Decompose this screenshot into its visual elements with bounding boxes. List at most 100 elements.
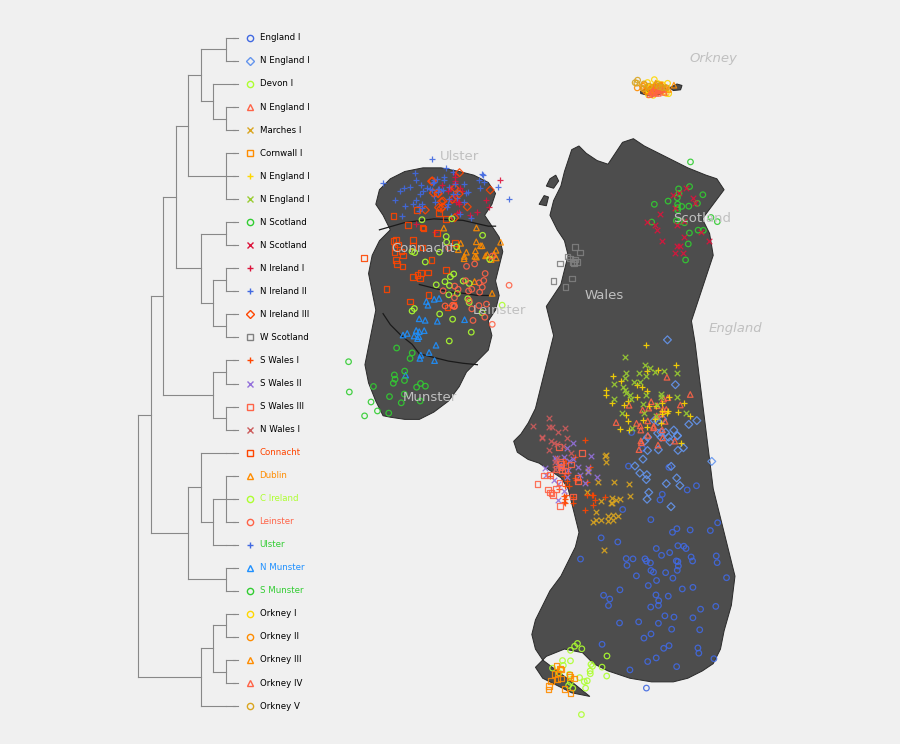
- Point: [387, 246, 401, 258]
- Point: [454, 208, 468, 219]
- Point: [621, 394, 635, 406]
- Text: N England I: N England I: [259, 103, 309, 112]
- Text: N England I: N England I: [259, 172, 309, 181]
- Point: [585, 661, 599, 673]
- Point: [673, 399, 688, 411]
- Point: [671, 405, 686, 417]
- Point: [583, 665, 598, 677]
- Point: [548, 457, 562, 469]
- Point: [671, 560, 686, 572]
- Point: [630, 74, 644, 86]
- Point: [679, 254, 693, 266]
- Point: [442, 182, 456, 193]
- Point: [464, 303, 479, 315]
- Point: [661, 195, 675, 207]
- Text: Orkney II: Orkney II: [259, 632, 299, 641]
- Point: [644, 86, 659, 98]
- Point: [619, 388, 634, 400]
- Point: [549, 483, 563, 495]
- Text: S Wales III: S Wales III: [259, 402, 303, 411]
- Point: [464, 212, 479, 224]
- Point: [537, 463, 552, 475]
- Point: [644, 396, 659, 408]
- Point: [447, 280, 462, 292]
- Point: [652, 82, 667, 94]
- Point: [580, 466, 595, 478]
- Point: [659, 426, 673, 438]
- Point: [641, 655, 655, 667]
- Text: N Scotland: N Scotland: [259, 218, 306, 227]
- Point: [482, 254, 497, 266]
- Point: [616, 400, 631, 411]
- Point: [485, 318, 500, 330]
- Point: [648, 80, 662, 92]
- Point: [653, 432, 668, 443]
- Point: [439, 213, 454, 225]
- Point: [662, 640, 676, 652]
- Point: [670, 367, 684, 379]
- Point: [580, 675, 595, 687]
- Point: [599, 650, 614, 662]
- Point: [664, 623, 679, 635]
- Point: [658, 415, 672, 427]
- Text: N England I: N England I: [259, 57, 309, 65]
- Point: [670, 430, 685, 442]
- Point: [673, 240, 688, 252]
- Point: [562, 668, 577, 680]
- Point: [447, 300, 462, 312]
- Point: [662, 461, 676, 473]
- Point: [561, 464, 575, 475]
- Point: [550, 493, 564, 505]
- Point: [647, 80, 662, 92]
- Point: [670, 202, 685, 214]
- Point: [442, 242, 456, 254]
- Point: [399, 369, 413, 381]
- Point: [442, 289, 456, 301]
- Point: [549, 454, 563, 466]
- Point: [662, 436, 677, 448]
- Point: [432, 292, 446, 304]
- Point: [535, 432, 549, 443]
- Point: [397, 388, 411, 400]
- Point: [571, 461, 585, 473]
- Point: [656, 642, 670, 654]
- Point: [574, 447, 589, 459]
- Point: [563, 447, 578, 459]
- Point: [578, 504, 592, 516]
- Point: [446, 193, 460, 205]
- Polygon shape: [364, 168, 503, 420]
- Point: [436, 201, 450, 213]
- Point: [415, 222, 429, 234]
- Point: [648, 80, 662, 92]
- Point: [670, 444, 685, 456]
- Point: [670, 240, 684, 252]
- Point: [421, 299, 436, 311]
- Point: [388, 373, 402, 385]
- Point: [560, 432, 574, 444]
- Point: [398, 199, 412, 211]
- Point: [439, 264, 454, 276]
- Point: [437, 276, 452, 288]
- Point: [656, 393, 670, 405]
- Point: [653, 82, 668, 94]
- Point: [648, 219, 662, 231]
- Point: [428, 339, 443, 351]
- Text: N Ireland III: N Ireland III: [259, 310, 309, 319]
- Point: [485, 250, 500, 262]
- Point: [662, 547, 677, 559]
- Point: [639, 86, 653, 97]
- Point: [447, 292, 462, 304]
- Point: [558, 493, 572, 505]
- Point: [691, 647, 706, 659]
- Text: C Ireland: C Ireland: [259, 494, 298, 503]
- Point: [589, 506, 603, 518]
- Point: [625, 426, 639, 438]
- Point: [672, 480, 687, 492]
- Point: [622, 425, 636, 437]
- Point: [633, 376, 647, 388]
- Point: [590, 471, 605, 483]
- Point: [634, 435, 648, 447]
- Point: [656, 82, 670, 94]
- Point: [364, 396, 378, 408]
- Point: [370, 405, 384, 417]
